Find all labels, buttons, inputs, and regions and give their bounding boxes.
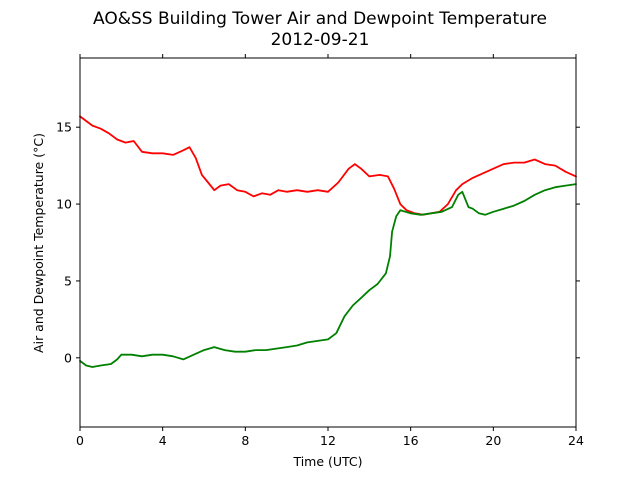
x-tick-label: 16 (403, 433, 419, 448)
series-layer (79, 115, 577, 368)
x-tick-label: 0 (76, 433, 84, 448)
chart-title: AO&SS Building Tower Air and Dewpoint Te… (93, 9, 547, 29)
y-axis-label: Air and Dewpoint Temperature (°C) (31, 133, 46, 353)
y-tick-label: 0 (64, 350, 72, 365)
chart-subtitle: 2012-09-21 (271, 30, 370, 50)
x-tick-label: 20 (485, 433, 501, 448)
series-line-1 (79, 183, 577, 368)
x-axis-label: Time (UTC) (292, 454, 362, 469)
x-tick-label: 12 (320, 433, 336, 448)
y-tick-label: 10 (56, 197, 72, 212)
plot-area-frame (79, 57, 577, 428)
x-tick-label: 4 (159, 433, 167, 448)
y-tick-label: 15 (56, 120, 72, 135)
series-line-0 (79, 115, 577, 216)
x-tick-label: 24 (568, 433, 584, 448)
y-tick-label: 5 (64, 273, 72, 288)
x-tick-label: 8 (241, 433, 249, 448)
ticks-layer: 0 4 8 12 16 20 24 0 5 10 15 (56, 54, 584, 448)
